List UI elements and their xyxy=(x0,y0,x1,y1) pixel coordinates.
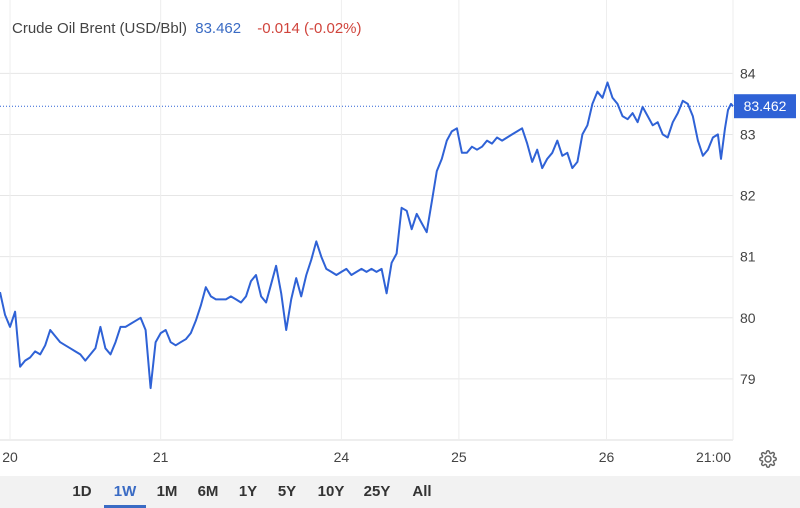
period-5y[interactable]: 5Y xyxy=(277,483,297,500)
grid-lines xyxy=(0,0,734,441)
x-tick-label: 21:00 xyxy=(696,449,731,465)
instrument-name: Crude Oil Brent (USD/Bbl) xyxy=(12,20,188,37)
chart-header: Crude Oil Brent (USD/Bbl) 83.462 -0.014 … xyxy=(12,20,362,37)
y-axis: 79 80 81 82 83 84 xyxy=(740,65,756,387)
current-price-label: 83.462 xyxy=(734,94,796,119)
period-1m[interactable]: 1M xyxy=(156,483,178,500)
header-price: 83.462 xyxy=(195,20,242,37)
period-selector: 1D 1W 1M 6M 1Y 5Y 10Y 25Y All xyxy=(0,476,800,508)
x-tick-label: 20 xyxy=(2,449,18,465)
period-1w[interactable]: 1W xyxy=(104,476,146,508)
period-10y[interactable]: 10Y xyxy=(317,483,345,500)
x-tick-label: 25 xyxy=(451,449,467,465)
gear-icon[interactable] xyxy=(757,448,779,470)
period-1d[interactable]: 1D xyxy=(72,483,92,500)
y-tick-label: 80 xyxy=(740,310,756,326)
x-tick-label: 26 xyxy=(599,449,615,465)
period-1y[interactable]: 1Y xyxy=(238,483,258,500)
y-tick-label: 84 xyxy=(740,65,756,81)
period-6m[interactable]: 6M xyxy=(197,483,219,500)
x-tick-label: 24 xyxy=(334,449,350,465)
price-chart: 20 21 24 25 26 21:00 79 80 81 82 83 84 83.462 xyxy=(0,0,796,465)
header-change: -0.014 (-0.02%) xyxy=(257,20,362,37)
y-tick-label: 81 xyxy=(740,249,756,265)
x-axis: 20 21 24 25 26 21:00 xyxy=(2,449,731,465)
y-tick-label: 82 xyxy=(740,188,756,204)
price-line xyxy=(0,81,734,390)
y-tick-label: 83 xyxy=(740,126,756,142)
period-25y[interactable]: 25Y xyxy=(363,483,391,500)
period-all[interactable]: All xyxy=(412,483,432,500)
current-price-text: 83.462 xyxy=(744,98,787,114)
y-tick-label: 79 xyxy=(740,371,756,387)
x-tick-label: 21 xyxy=(153,449,169,465)
